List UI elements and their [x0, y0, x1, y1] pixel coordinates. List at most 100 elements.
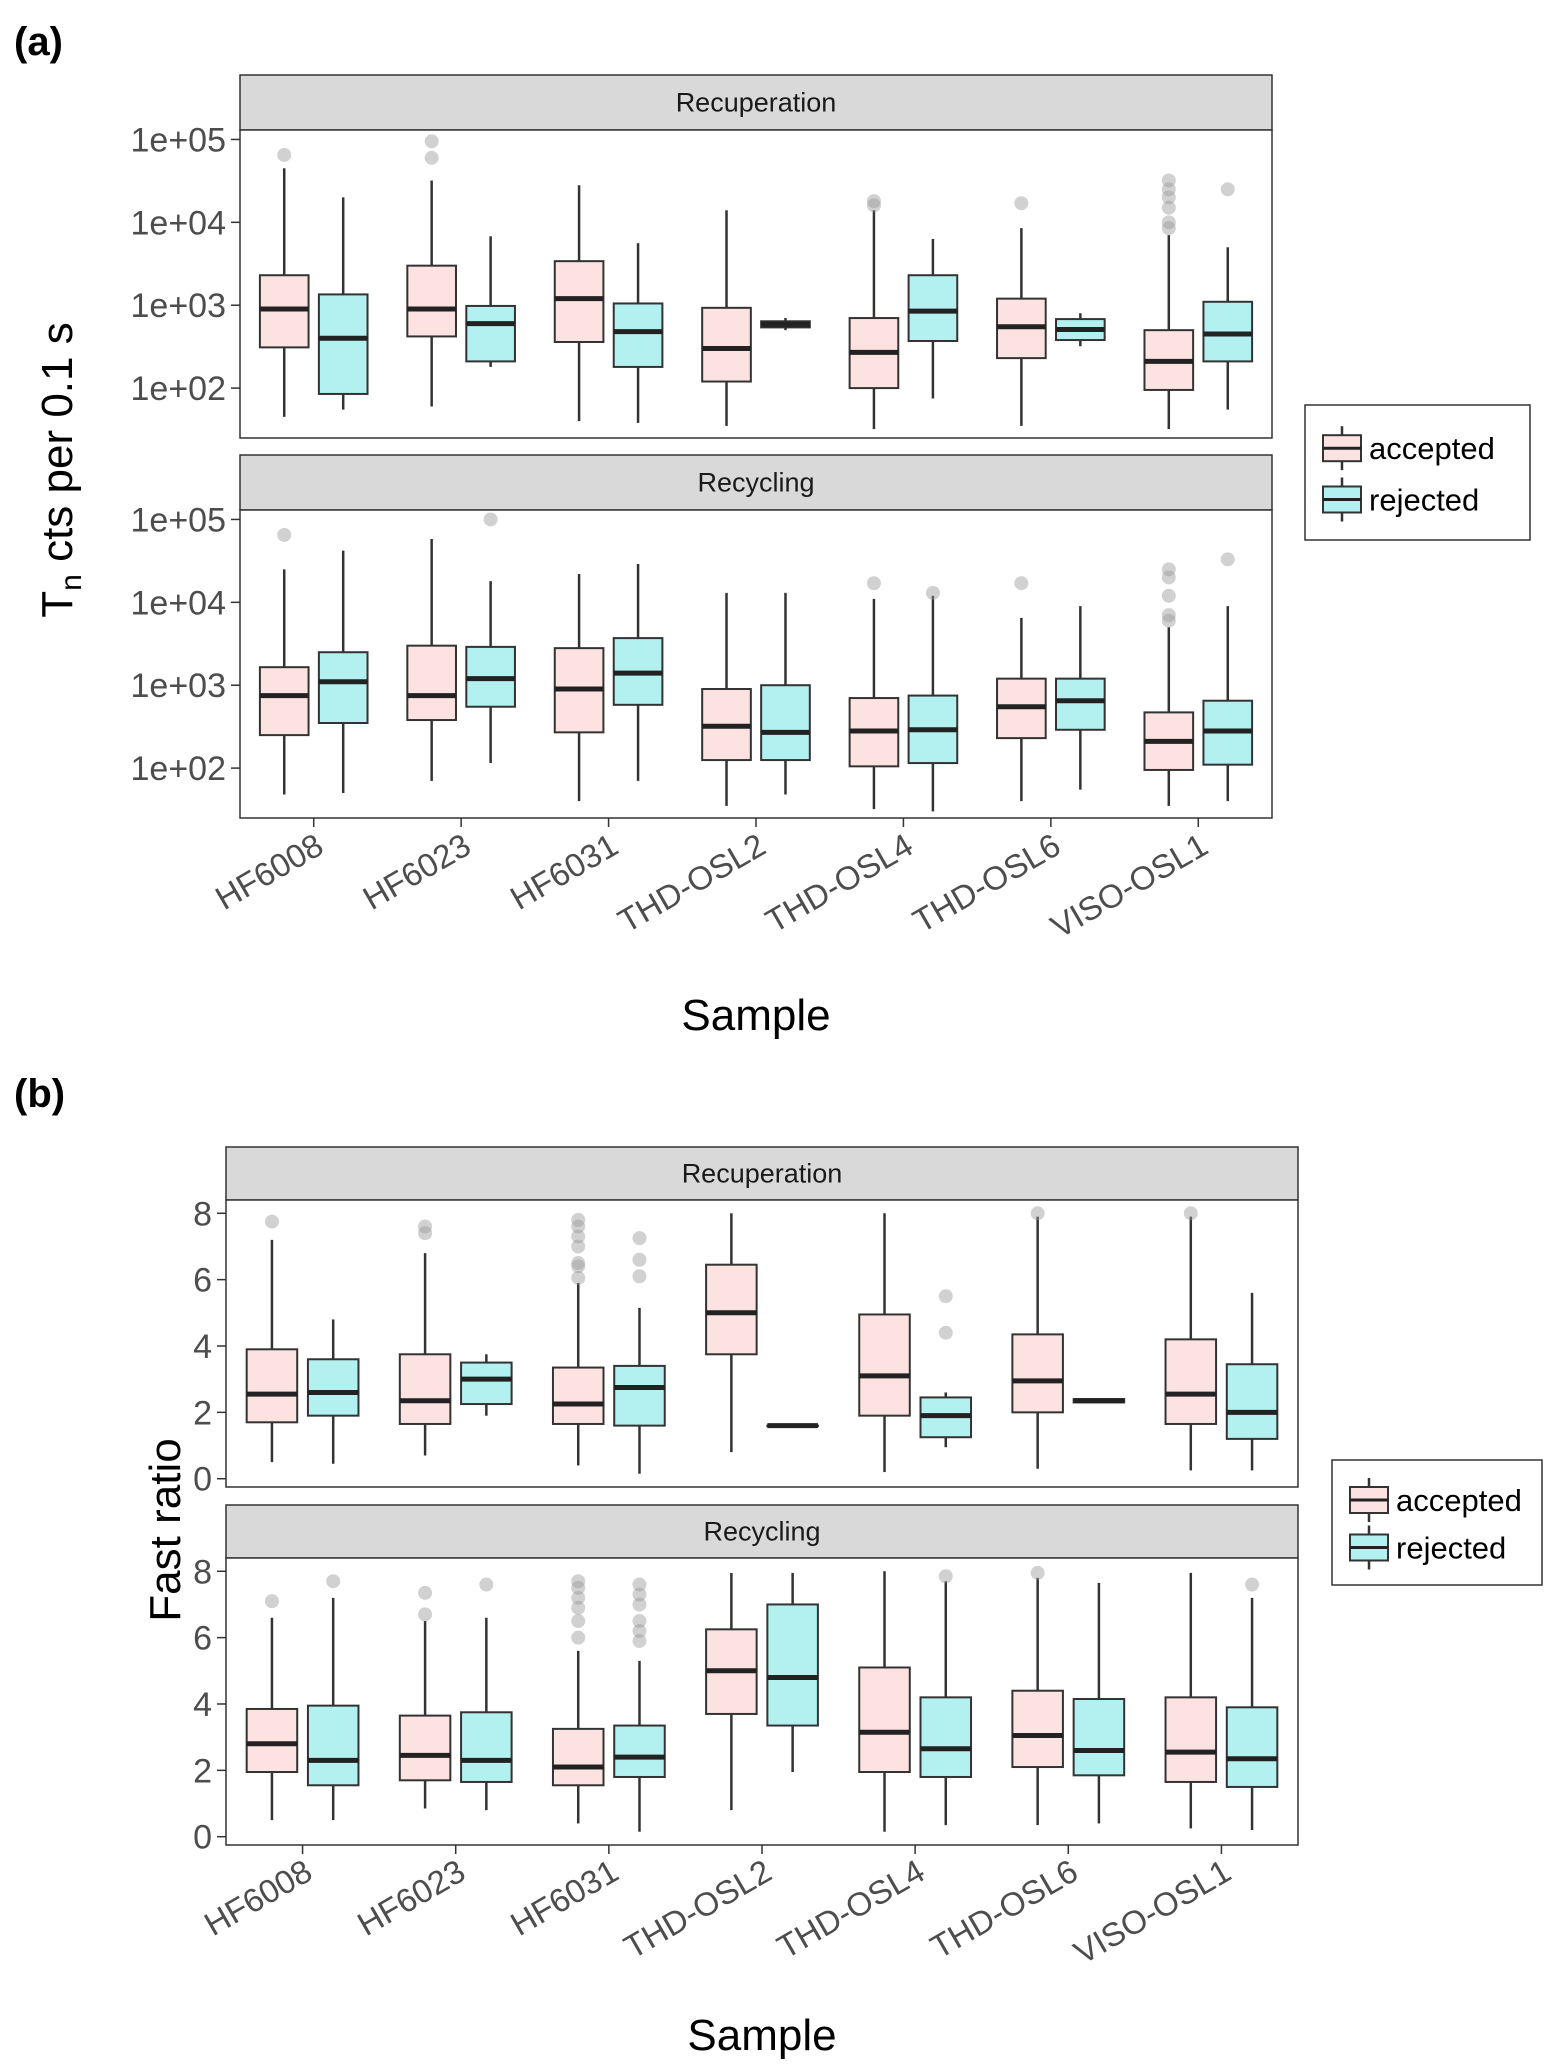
box-body [760, 684, 811, 762]
outlier-point [632, 1597, 647, 1612]
box-body [919, 1696, 973, 1778]
y-tick-label: 4 [193, 1328, 212, 1366]
box-body [551, 1727, 605, 1787]
box-accepted-hf6031 [551, 1574, 605, 1824]
box-body [613, 1724, 666, 1778]
outlier-point [424, 150, 439, 165]
outlier-point [1161, 200, 1176, 215]
outlier-point [571, 1229, 586, 1244]
outlier-point [418, 1607, 433, 1622]
outlier-point [1161, 562, 1176, 577]
outlier-point [1161, 182, 1176, 197]
box-rejected-viso-osl1 [1225, 1577, 1279, 1831]
legend-label-rejected: rejected [1369, 483, 1479, 518]
box-rejected-thd-osl6 [1072, 1582, 1126, 1824]
box-accepted-hf6023 [398, 1585, 452, 1809]
box-accepted-hf6023 [398, 1219, 452, 1456]
box-body [1225, 1363, 1279, 1440]
y-tick-label: 1e+05 [131, 121, 227, 159]
box-accepted-viso-osl1 [1143, 173, 1195, 430]
outlier-point [326, 1574, 341, 1589]
box-body [317, 293, 369, 395]
box-body [398, 1353, 452, 1425]
box-body [258, 666, 310, 737]
box-accepted-viso-osl1 [1164, 1206, 1218, 1471]
box-body [1072, 1698, 1126, 1777]
box-accepted-hf6008 [245, 1214, 299, 1463]
box-body [612, 302, 664, 368]
box-accepted-thd-osl6 [996, 576, 1047, 802]
box-accepted-thd-osl4 [848, 194, 900, 430]
outlier-point [277, 147, 292, 162]
outlier-point [418, 1219, 433, 1234]
y-tick-label: 1e+05 [131, 501, 227, 539]
legend-label-rejected: rejected [1396, 1531, 1506, 1566]
box-accepted-thd-osl2 [705, 1213, 758, 1453]
box-body [858, 1313, 911, 1417]
plot-area [226, 1558, 1298, 1845]
outlier-point [632, 1614, 647, 1629]
y-tick-label: 1e+02 [131, 370, 227, 408]
box-accepted-hf6023 [406, 539, 457, 781]
outlier-point [571, 1600, 586, 1615]
y-tick-label: 0 [193, 1461, 212, 1499]
box-accepted-thd-osl4 [858, 1571, 911, 1832]
facet-strip [225, 1146, 1299, 1201]
x-tick-label: THD-OSL4 [771, 1852, 931, 1966]
box-accepted-thd-osl2 [705, 1572, 758, 1811]
box-rejected-hf6031 [612, 243, 664, 423]
box-body [245, 1707, 299, 1774]
y-tick-label: 6 [193, 1620, 212, 1658]
box-rejected-hf6023 [460, 1354, 513, 1416]
x-tick-label: HF6008 [198, 1852, 318, 1943]
outlier-point [418, 1585, 433, 1600]
outlier-point [571, 1212, 586, 1227]
facet-strip-label: Recycling [703, 1517, 820, 1547]
plot-border [225, 1199, 1299, 1488]
box-rejected-thd-osl2 [760, 592, 811, 795]
box-rejected-viso-osl1 [1202, 182, 1254, 410]
y-axis-title-main: T [33, 591, 82, 618]
outlier-point [277, 527, 292, 542]
outlier-point [1030, 1565, 1045, 1580]
outlier-point [1183, 1206, 1198, 1221]
outlier-point [1161, 215, 1176, 230]
box-accepted-hf6031 [551, 1212, 605, 1466]
y-axis-title: Fast ratio [141, 1438, 190, 1621]
panel-label: (b) [14, 1072, 65, 1116]
outlier-point [418, 1226, 433, 1241]
box-rejected-hf6008 [306, 1574, 360, 1821]
box-rejected-thd-osl6 [1055, 606, 1106, 790]
outlier-point [632, 1252, 647, 1267]
box-accepted-hf6031 [553, 185, 605, 422]
box-body [1164, 1696, 1218, 1783]
legend-label-accepted: accepted [1369, 431, 1495, 466]
outlier-point [571, 1270, 586, 1285]
box-rejected-viso-osl1 [1225, 1292, 1279, 1471]
x-tick-label: THD-OSL2 [618, 1852, 778, 1966]
outlier-point [483, 512, 498, 527]
x-tick-label: HF6031 [504, 1852, 624, 1943]
legend: accepted rejected [1304, 404, 1531, 541]
box-body [705, 1263, 758, 1356]
box-rejected-hf6031 [612, 564, 664, 781]
outlier-point [1245, 1577, 1260, 1592]
box-accepted-thd-osl4 [848, 576, 900, 810]
outlier-point [264, 1214, 279, 1229]
box-body [553, 260, 605, 343]
box-body [858, 1666, 911, 1774]
legend-key-accepted [1322, 426, 1362, 471]
box-accepted-hf6008 [258, 147, 310, 417]
legend-key-accepted [1349, 1478, 1389, 1522]
facet-strip [239, 454, 1273, 511]
outlier-point [866, 198, 881, 213]
outlier-point [632, 1231, 647, 1246]
box-body [907, 274, 959, 343]
outlier-point [632, 1623, 647, 1638]
box-body [701, 306, 752, 383]
box-rejected-hf6023 [460, 1577, 513, 1811]
plot-area [240, 510, 1272, 818]
y-tick-label: 1e+03 [131, 667, 227, 705]
box-body [1055, 677, 1106, 731]
